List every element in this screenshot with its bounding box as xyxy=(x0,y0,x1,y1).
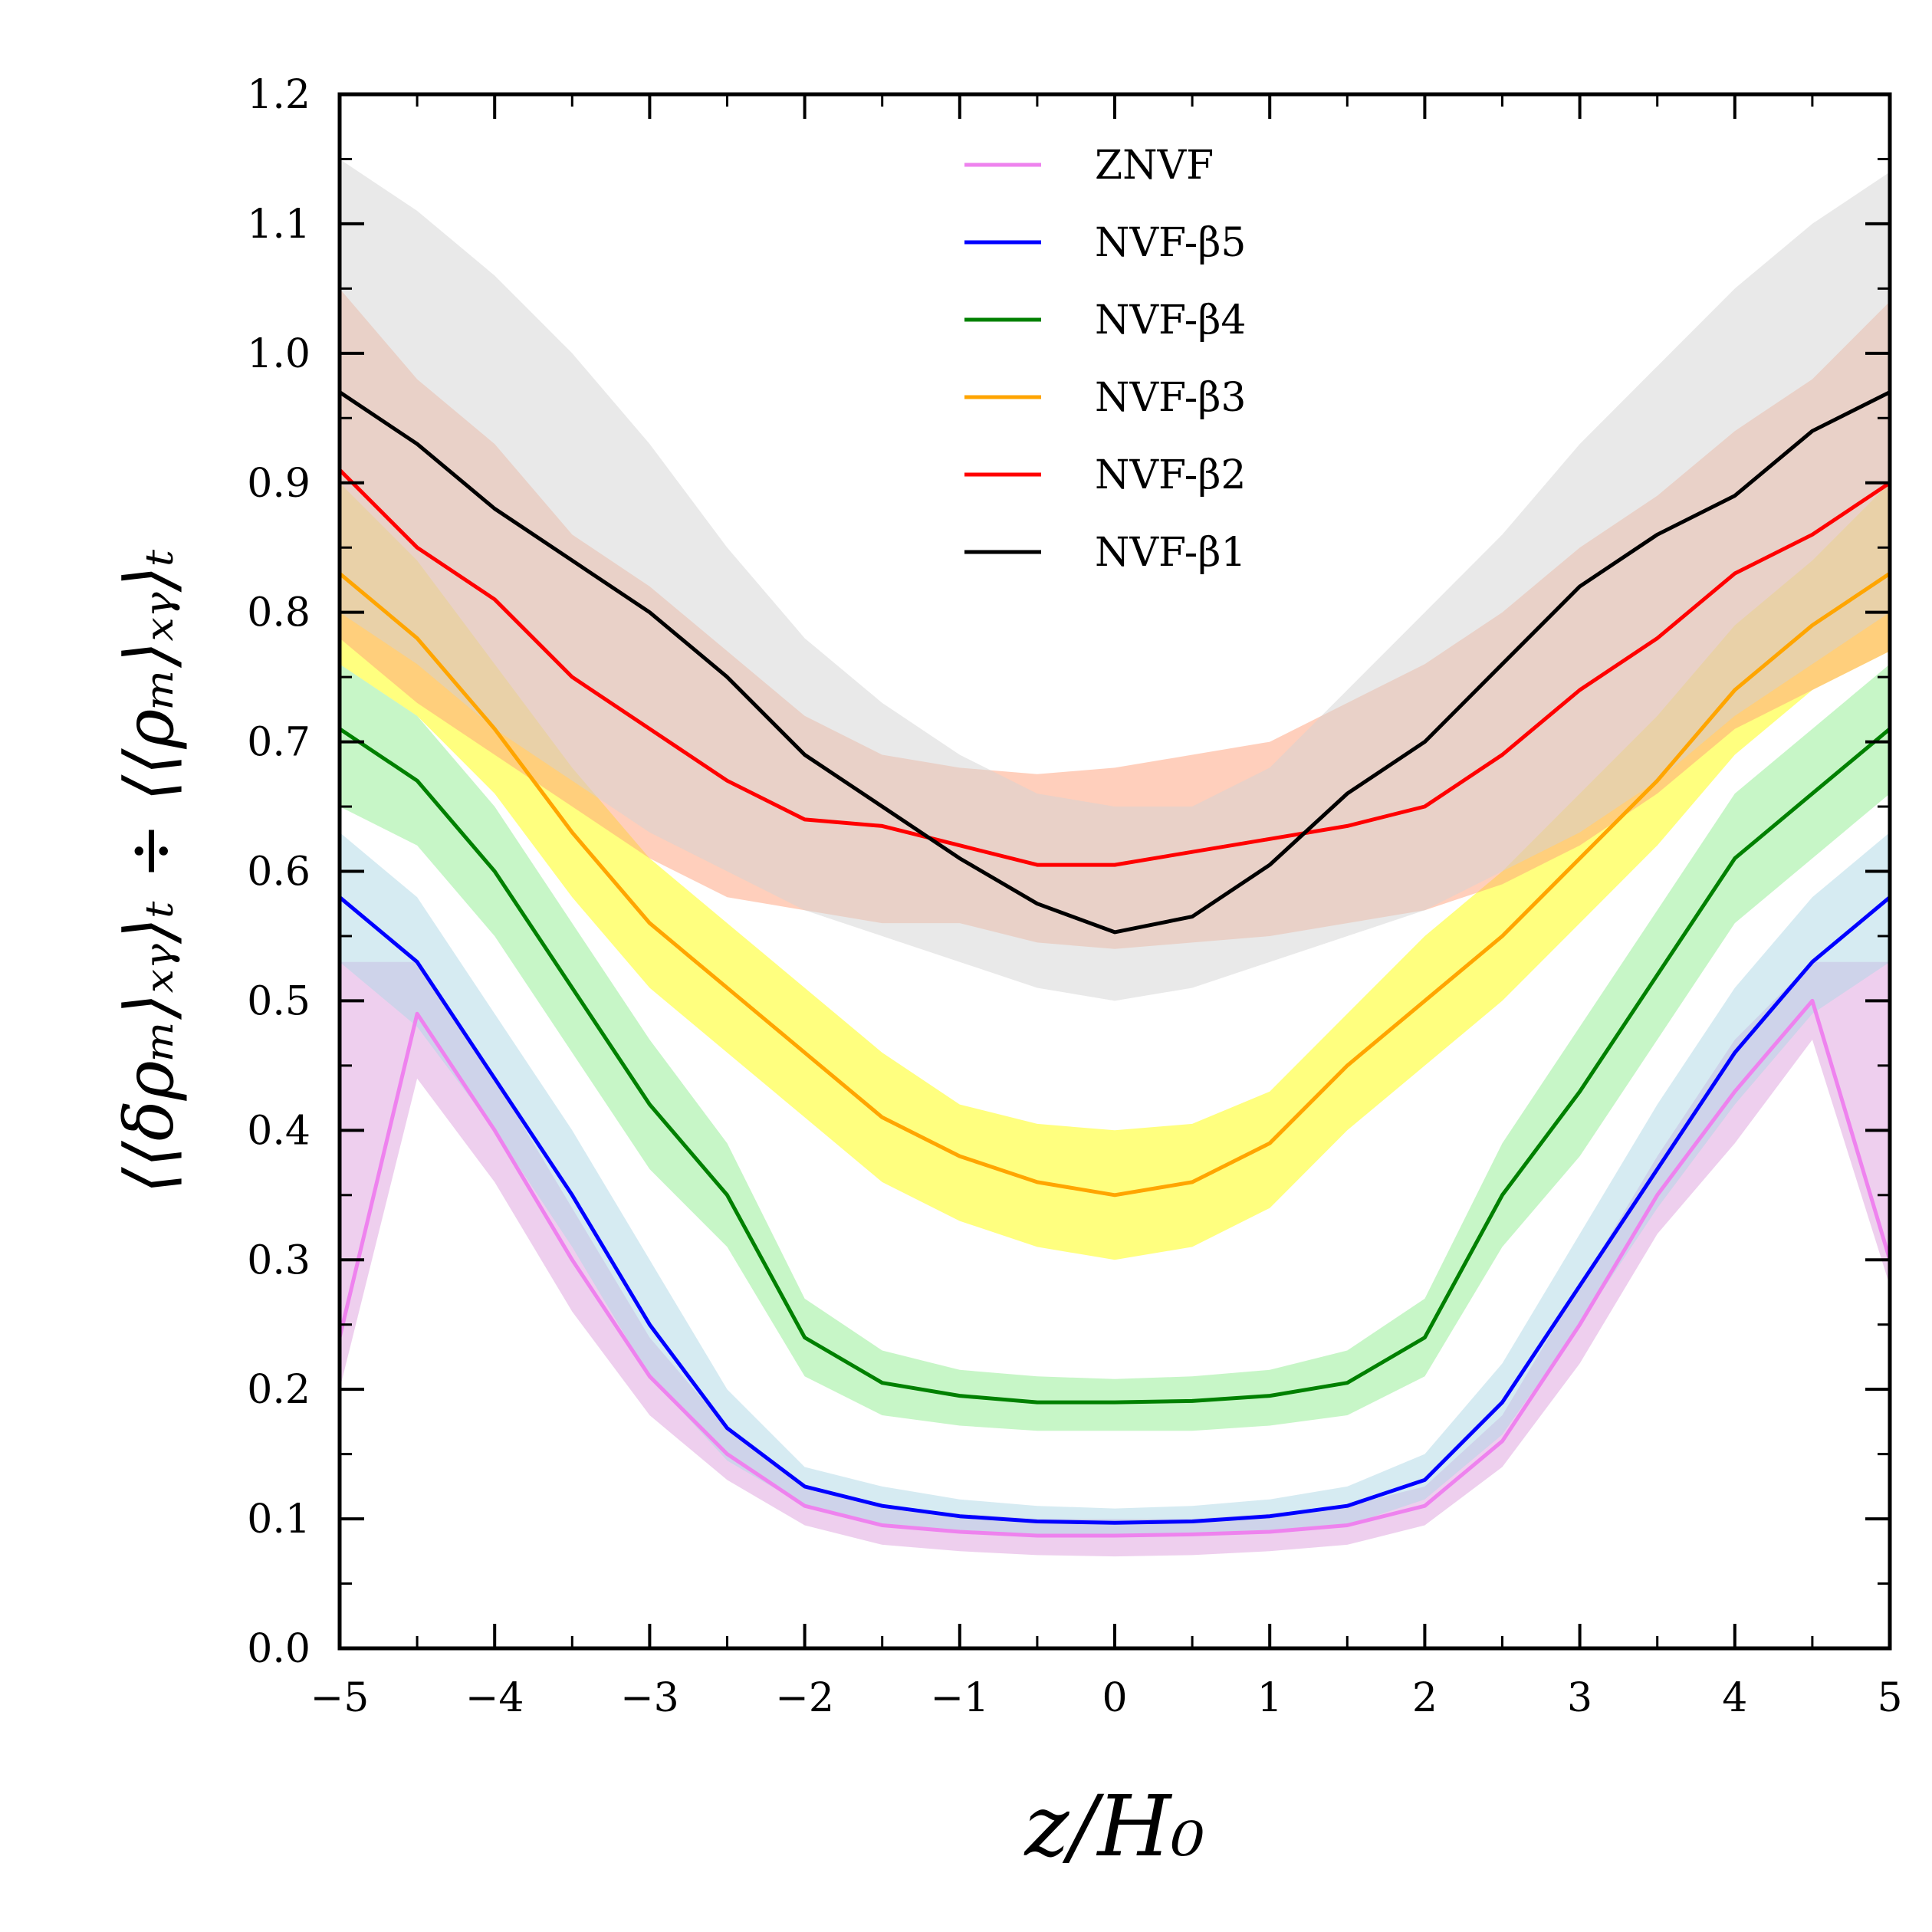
legend-label-nvf-4: NVF-β4 xyxy=(1095,297,1247,343)
y-tick-label: 0.2 xyxy=(247,1367,310,1413)
y-tick-label: 0.8 xyxy=(247,590,310,636)
y-tick-label: 1.0 xyxy=(247,331,310,377)
y-tick-label: 0.9 xyxy=(247,461,310,507)
legend-label-nvf-3: NVF-β3 xyxy=(1095,375,1247,421)
y-tick-label: 0.0 xyxy=(247,1626,310,1672)
y-tick-label: 0.3 xyxy=(247,1237,310,1283)
y-tick-label: 1.2 xyxy=(247,72,310,118)
axis-ticks: −5 −4 −3 −2 −1 0 1 2 3 4 5 0.0 0.1 0.2 0.3 0.4 0.5 0.6 0.7… xyxy=(247,72,1902,1721)
legend-label-nvf-1: NVF-β1 xyxy=(1095,530,1247,576)
line-nvf-3 xyxy=(338,571,1891,1198)
x-tick-label: −5 xyxy=(310,1675,370,1721)
x-tick-label: 3 xyxy=(1567,1675,1592,1721)
y-tick-label: 0.7 xyxy=(247,720,310,766)
band-nvf-3 xyxy=(340,482,1890,1260)
x-tick-label: 1 xyxy=(1257,1675,1283,1721)
line-nvf-1 xyxy=(338,390,1891,935)
y-tick-label: 0.5 xyxy=(247,978,310,1024)
y-axis-title: ⟨⟨δρₘ⟩ₓᵧ⟩ₜ ÷ ⟨⟨ρₘ⟩ₓᵧ⟩ₜ xyxy=(110,549,189,1194)
legend-label-znvf: ZNVF xyxy=(1095,143,1214,189)
x-tick-label: −4 xyxy=(465,1675,524,1721)
y-tick-label: 0.1 xyxy=(247,1497,310,1543)
x-tick-label: −1 xyxy=(930,1675,989,1721)
x-tick-label: −3 xyxy=(620,1675,679,1721)
x-tick-label: 2 xyxy=(1412,1675,1438,1721)
line-nvf-2 xyxy=(338,468,1891,867)
legend-label-nvf-5: NVF-β5 xyxy=(1095,220,1247,266)
line-znvf xyxy=(337,998,1892,1538)
line-nvf-5 xyxy=(338,895,1891,1525)
x-tick-label: 5 xyxy=(1877,1675,1902,1721)
confidence-bands xyxy=(340,159,1890,1557)
y-tick-label: 0.6 xyxy=(247,849,310,895)
y-tick-label: 0.4 xyxy=(247,1108,310,1154)
line-nvf-4 xyxy=(338,727,1891,1405)
x-tick-label: −2 xyxy=(775,1675,834,1721)
x-axis-title: z/H₀ xyxy=(1023,1777,1204,1875)
x-tick-label: 0 xyxy=(1102,1675,1127,1721)
series-lines xyxy=(337,390,1892,1538)
plot-frame xyxy=(337,92,1892,1651)
y-tick-label: 1.1 xyxy=(247,202,310,248)
legend-label-nvf-2: NVF-β2 xyxy=(1095,452,1247,498)
band-nvf-4 xyxy=(340,664,1890,1431)
band-nvf-1 xyxy=(340,159,1890,1001)
x-tick-label: 4 xyxy=(1722,1675,1747,1721)
legend: ZNVF NVF-β5 NVF-β4 NVF-β3 NVF-β2 NVF-β1 xyxy=(964,143,1247,576)
